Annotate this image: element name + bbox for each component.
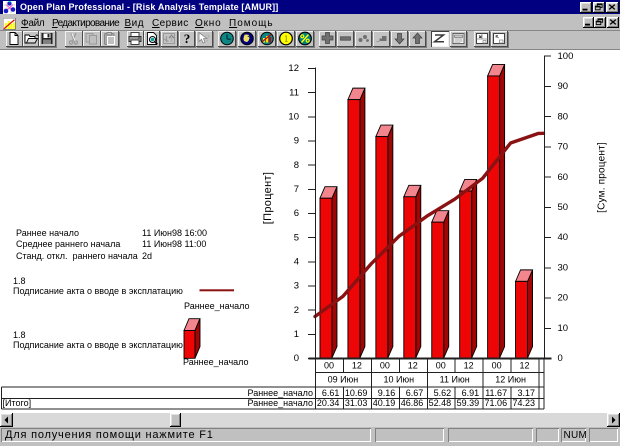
svg-text:11: 11 <box>289 87 299 98</box>
svg-text:3.17: 3.17 <box>517 388 535 398</box>
svg-text:70: 70 <box>558 142 569 153</box>
svg-text:100: 100 <box>558 51 574 62</box>
svg-text:[Итого]: [Итого] <box>3 398 32 408</box>
svg-text:30: 30 <box>558 262 569 273</box>
svg-text:5: 5 <box>294 232 299 243</box>
svg-text:[Процент]: [Процент] <box>262 172 274 224</box>
svg-text:[Сум. процент]: [Сум. процент] <box>597 142 608 213</box>
svg-text:90: 90 <box>558 81 569 92</box>
svg-text:20: 20 <box>558 293 569 304</box>
svg-text:11 Июн: 11 Июн <box>440 375 470 385</box>
svg-text:10 Июн: 10 Июн <box>383 375 414 385</box>
svg-text:12: 12 <box>288 63 299 74</box>
svg-text:6.67: 6.67 <box>406 388 424 398</box>
svg-text:1: 1 <box>294 329 299 340</box>
svg-text:6: 6 <box>294 208 299 219</box>
svg-text:00: 00 <box>380 360 390 370</box>
svg-text:5.62: 5.62 <box>434 388 452 398</box>
svg-text:00: 00 <box>436 360 446 370</box>
svg-text:10.69: 10.69 <box>345 388 368 398</box>
svg-text:50: 50 <box>558 202 569 213</box>
svg-text:46.86: 46.86 <box>401 398 424 408</box>
svg-text:20.34: 20.34 <box>317 398 340 408</box>
svg-text:60: 60 <box>558 172 569 183</box>
svg-text:12: 12 <box>352 360 362 370</box>
svg-text:71.06: 71.06 <box>485 398 508 408</box>
svg-text:0: 0 <box>558 353 563 364</box>
svg-text:2: 2 <box>294 305 299 316</box>
svg-text:3: 3 <box>294 281 299 292</box>
svg-text:10: 10 <box>288 112 299 123</box>
svg-text:74.23: 74.23 <box>512 398 535 408</box>
svg-text:?: ? <box>183 31 190 46</box>
svg-text:10: 10 <box>558 323 569 334</box>
svg-text:6.91: 6.91 <box>462 388 480 398</box>
svg-text:40.19: 40.19 <box>373 398 396 408</box>
svg-text:4: 4 <box>294 257 299 268</box>
svg-text:40: 40 <box>558 232 569 243</box>
svg-text:12: 12 <box>408 360 418 370</box>
svg-text:Раннее_начало: Раннее_начало <box>248 388 314 398</box>
svg-text:6.61: 6.61 <box>322 388 340 398</box>
svg-text:Раннее_начало: Раннее_начало <box>248 398 314 408</box>
svg-text:00: 00 <box>324 360 334 370</box>
svg-text:59.39: 59.39 <box>457 398 480 408</box>
svg-text:0: 0 <box>294 353 299 364</box>
svg-text:09 Июн: 09 Июн <box>328 375 359 385</box>
svg-text:8: 8 <box>294 160 299 171</box>
svg-text:7: 7 <box>294 184 299 195</box>
svg-text:?: ? <box>205 34 210 45</box>
svg-text:00: 00 <box>492 360 502 370</box>
svg-text:9: 9 <box>294 136 299 147</box>
svg-text:11.67: 11.67 <box>485 388 507 398</box>
svg-text:12: 12 <box>464 360 474 370</box>
svg-text:80: 80 <box>558 111 569 122</box>
svg-text:52.48: 52.48 <box>429 398 452 408</box>
svg-text:12 Июн: 12 Июн <box>495 375 526 385</box>
svg-text:12: 12 <box>520 360 530 370</box>
svg-text:31.03: 31.03 <box>345 398 368 408</box>
svg-text:9.16: 9.16 <box>378 388 396 398</box>
